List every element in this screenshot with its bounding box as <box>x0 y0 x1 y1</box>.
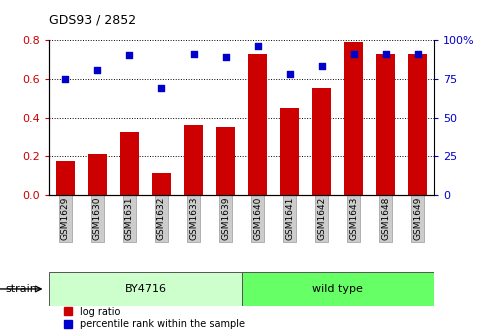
Bar <box>184 125 203 195</box>
Point <box>253 43 261 49</box>
Bar <box>120 132 139 195</box>
Bar <box>88 154 107 195</box>
Point <box>414 51 422 56</box>
Point <box>61 76 69 82</box>
Point <box>157 85 165 90</box>
Bar <box>376 54 395 195</box>
Point <box>94 68 102 73</box>
Legend: log ratio, percentile rank within the sample: log ratio, percentile rank within the sa… <box>64 306 245 330</box>
Text: strain: strain <box>5 284 37 294</box>
Bar <box>312 88 331 195</box>
Bar <box>408 54 427 195</box>
Point <box>350 51 357 56</box>
Bar <box>242 272 434 306</box>
Point <box>221 54 229 59</box>
Bar <box>248 54 267 195</box>
Point <box>125 52 133 57</box>
Bar <box>49 272 242 306</box>
Point <box>382 51 389 56</box>
Bar <box>344 42 363 195</box>
Point <box>189 51 197 56</box>
Bar <box>56 161 75 195</box>
Bar <box>152 173 171 195</box>
Point <box>317 64 325 69</box>
Text: GDS93 / 2852: GDS93 / 2852 <box>49 14 137 27</box>
Text: wild type: wild type <box>312 284 363 294</box>
Point <box>286 72 294 77</box>
Text: BY4716: BY4716 <box>124 284 167 294</box>
Bar <box>280 108 299 195</box>
Bar <box>216 127 235 195</box>
